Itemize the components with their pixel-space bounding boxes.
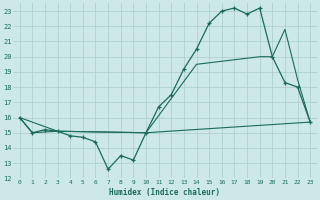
X-axis label: Humidex (Indice chaleur): Humidex (Indice chaleur) xyxy=(109,188,220,197)
